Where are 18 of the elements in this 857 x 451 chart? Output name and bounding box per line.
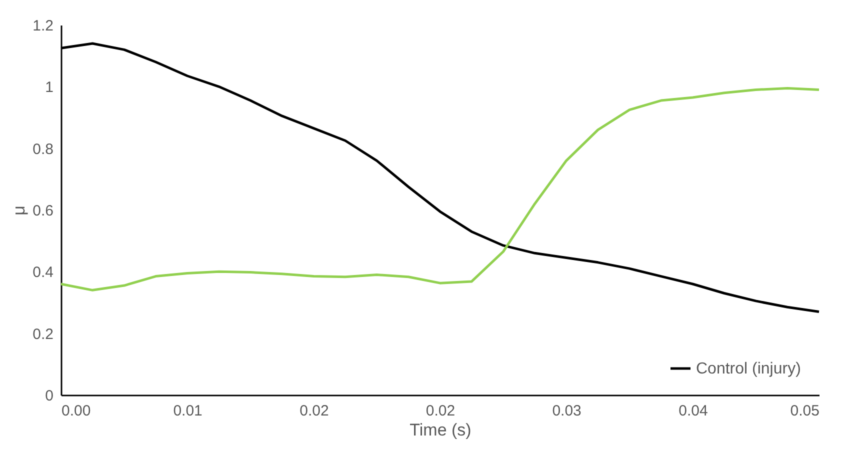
y-tick-label: 0.4 <box>32 264 54 282</box>
x-tick-label: 0.04 <box>678 402 708 420</box>
x-tick-label: 0.05 <box>790 402 820 420</box>
x-axis-title: Time (s) <box>410 420 472 440</box>
y-axis-title: μ <box>10 206 29 216</box>
x-tick-label: 0.00 <box>62 402 91 420</box>
x-tick-label: 0.01 <box>173 402 202 420</box>
x-tick-label: 0.03 <box>552 402 582 420</box>
y-tick-label: 0.6 <box>32 202 54 220</box>
line-series <box>60 86 820 292</box>
x-tick-label: 0.02 <box>426 402 456 420</box>
y-tick-label: 0.8 <box>32 140 54 158</box>
legend-label: Control (injury) <box>696 360 801 378</box>
y-tick-label: 1.2 <box>32 18 54 34</box>
y-tick-label: 0 <box>45 388 54 404</box>
y-tick-label: 1 <box>45 79 54 96</box>
y-tick-label: 0.2 <box>32 326 54 343</box>
x-tick-label: 0.02 <box>300 402 329 420</box>
